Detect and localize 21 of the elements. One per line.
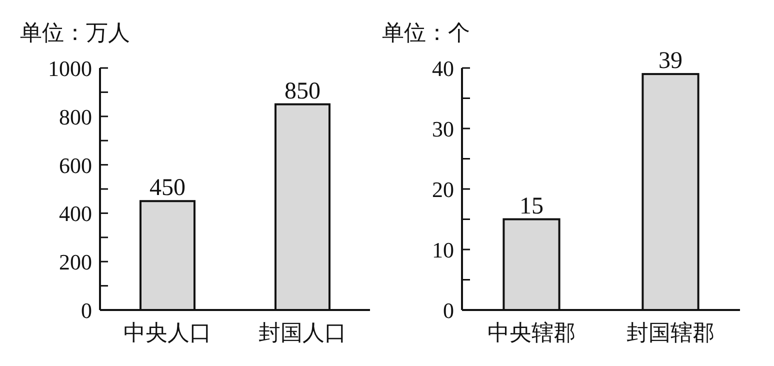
y-tick-label: 30 — [432, 116, 454, 142]
data-label: 15 — [520, 193, 544, 220]
y-tick-label: 1000 — [48, 56, 92, 81]
x-tick-label: 封国人口 — [258, 320, 346, 345]
x-tick-label: 封国辖郡 — [626, 320, 714, 345]
y-tick-label: 600 — [59, 152, 92, 178]
y-tick-label: 0 — [81, 298, 92, 323]
y-tick-label: 10 — [432, 238, 454, 262]
y-tick-label: 40 — [432, 56, 454, 81]
y-tick-label: 400 — [59, 201, 92, 226]
y-tick-label: 20 — [432, 177, 454, 202]
y-tick-label: 800 — [59, 104, 92, 130]
data-label: 39 — [658, 48, 682, 74]
data-label: 450 — [150, 175, 186, 202]
y-tick-label: 200 — [59, 250, 92, 275]
data-label: 850 — [284, 78, 320, 104]
y-tick-label: 0 — [443, 298, 454, 323]
x-tick-label: 中央人口 — [124, 320, 212, 345]
x-tick-label: 中央辖郡 — [488, 320, 576, 345]
y-axis-title: 单位：个 — [382, 20, 470, 45]
y-axis-title: 单位：万人 — [20, 20, 130, 45]
